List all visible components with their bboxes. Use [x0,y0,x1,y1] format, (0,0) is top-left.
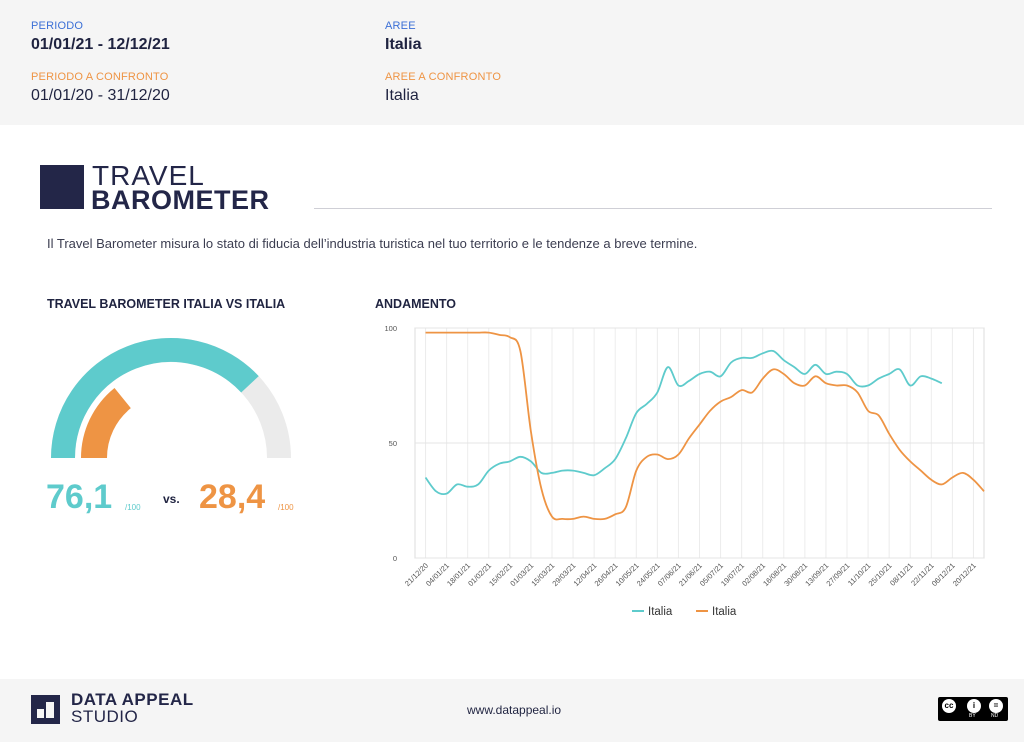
barometer-gauge [51,338,291,459]
footer-bar [0,679,1024,742]
cc-icon: cc [942,699,956,713]
brand-title-line2: BAROMETER [91,185,270,215]
license-nd-label: ND [991,713,999,719]
y-tick-label: 50 [389,439,397,448]
primary-score: 76,1 [46,478,113,516]
x-tick-label: 20/12/21 [951,561,978,588]
company-name-line1: DATA APPEAL [71,690,194,709]
compare-score: 28,4 [199,478,266,516]
legend-label: Italia [648,606,673,618]
periodo-confronto-value: 01/01/20 - 31/12/20 [31,87,170,104]
report-filters-header: PERIODO 01/01/21 - 12/12/21 AREE Italia … [0,0,1024,125]
title-divider [314,208,992,209]
periodo-confronto-label: PERIODO A CONFRONTO [31,71,169,83]
license-by-label: BY [969,713,976,719]
data-appeal-logo-icon [31,695,60,724]
aree-value: Italia [385,36,422,53]
periodo-label: PERIODO [31,20,84,32]
y-tick-label: 0 [393,554,397,563]
aree-confronto-label: AREE A CONFRONTO [385,71,502,83]
gauge-compare-arc [81,387,132,459]
aree-label: AREE [385,20,416,32]
intro-text: Il Travel Barometer misura lo stato di f… [47,236,698,251]
gauge-primary-arc [51,338,259,459]
company-name-line2: STUDIO [71,707,139,726]
brand-title-line1: TRAVEL [92,160,205,191]
periodo-value: 01/01/21 - 12/12/21 [31,36,170,53]
travel-barometer-logo-square [40,165,84,209]
no-derivatives-icon: = [989,699,1003,713]
andamento-line-chart: 21/12/2004/01/2118/01/2101/02/2115/02/21… [384,324,985,618]
series-line-compare [425,331,985,521]
chart-section-title: ANDAMENTO [375,297,457,311]
gauge-section-title: TRAVEL BAROMETER ITALIA VS ITALIA [47,297,286,311]
vs-label: vs. [163,492,180,506]
compare-score-unit: /100 [278,503,294,512]
website-link[interactable]: www.datappeal.io [467,703,562,717]
creative-commons-license-icon: cc i = BY ND [938,697,1008,721]
aree-confronto-value: Italia [385,87,419,104]
primary-score-unit: /100 [125,503,141,512]
legend-label: Italia [712,606,737,618]
y-tick-label: 100 [384,324,397,333]
series-line-primary [424,349,943,496]
attribution-icon: i [967,699,981,713]
